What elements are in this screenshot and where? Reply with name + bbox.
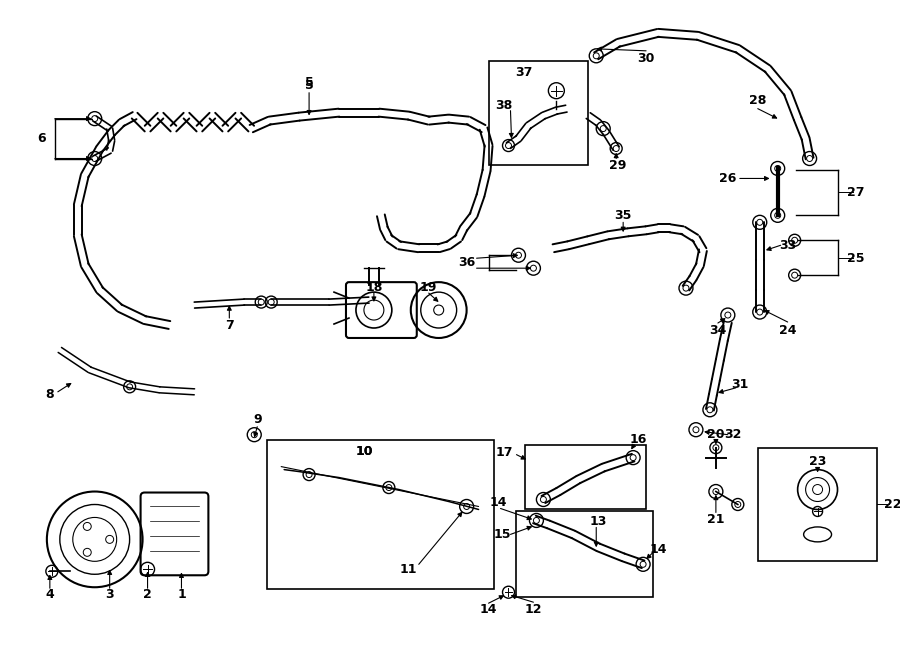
Text: 11: 11 — [400, 563, 418, 576]
Text: 34: 34 — [709, 323, 726, 336]
Text: 2: 2 — [143, 588, 152, 601]
Bar — [526, 445, 646, 510]
Text: 17: 17 — [496, 446, 513, 459]
Text: 20: 20 — [707, 428, 724, 441]
Text: 15: 15 — [494, 528, 511, 541]
Text: 18: 18 — [365, 281, 382, 293]
Text: 35: 35 — [615, 209, 632, 222]
Text: 29: 29 — [609, 159, 627, 172]
Text: 16: 16 — [629, 433, 647, 446]
Text: 9: 9 — [253, 413, 262, 426]
Text: 1: 1 — [177, 588, 185, 601]
Text: 26: 26 — [719, 172, 736, 185]
Text: 27: 27 — [847, 186, 864, 199]
Text: 22: 22 — [884, 498, 900, 511]
Text: 38: 38 — [495, 99, 512, 112]
Text: 14: 14 — [490, 496, 508, 509]
Text: 8: 8 — [46, 388, 54, 401]
Text: 33: 33 — [779, 239, 796, 252]
Text: 37: 37 — [515, 66, 532, 79]
Text: 21: 21 — [707, 513, 724, 526]
Text: 6: 6 — [38, 132, 46, 145]
Text: 31: 31 — [731, 378, 749, 391]
Text: 19: 19 — [420, 281, 437, 293]
Text: 36: 36 — [458, 256, 475, 269]
Text: 3: 3 — [105, 588, 114, 601]
Text: 24: 24 — [778, 323, 796, 336]
Bar — [517, 512, 653, 597]
Text: 23: 23 — [809, 455, 826, 468]
Text: 5: 5 — [305, 79, 313, 93]
Text: 25: 25 — [847, 252, 864, 264]
Text: 12: 12 — [525, 603, 542, 615]
Text: 28: 28 — [749, 94, 767, 107]
Text: 10: 10 — [356, 445, 373, 458]
Bar — [758, 447, 878, 561]
Text: 14: 14 — [649, 543, 667, 556]
Bar — [489, 61, 589, 165]
Text: 4: 4 — [46, 588, 54, 601]
Text: 14: 14 — [480, 603, 498, 615]
Text: 30: 30 — [637, 52, 655, 65]
Text: 10: 10 — [356, 445, 373, 458]
Circle shape — [813, 485, 823, 494]
Bar — [267, 440, 493, 589]
Text: 13: 13 — [590, 515, 607, 528]
Circle shape — [434, 305, 444, 315]
Text: 7: 7 — [225, 319, 234, 332]
Text: 5: 5 — [305, 76, 313, 89]
Text: 32: 32 — [724, 428, 742, 441]
